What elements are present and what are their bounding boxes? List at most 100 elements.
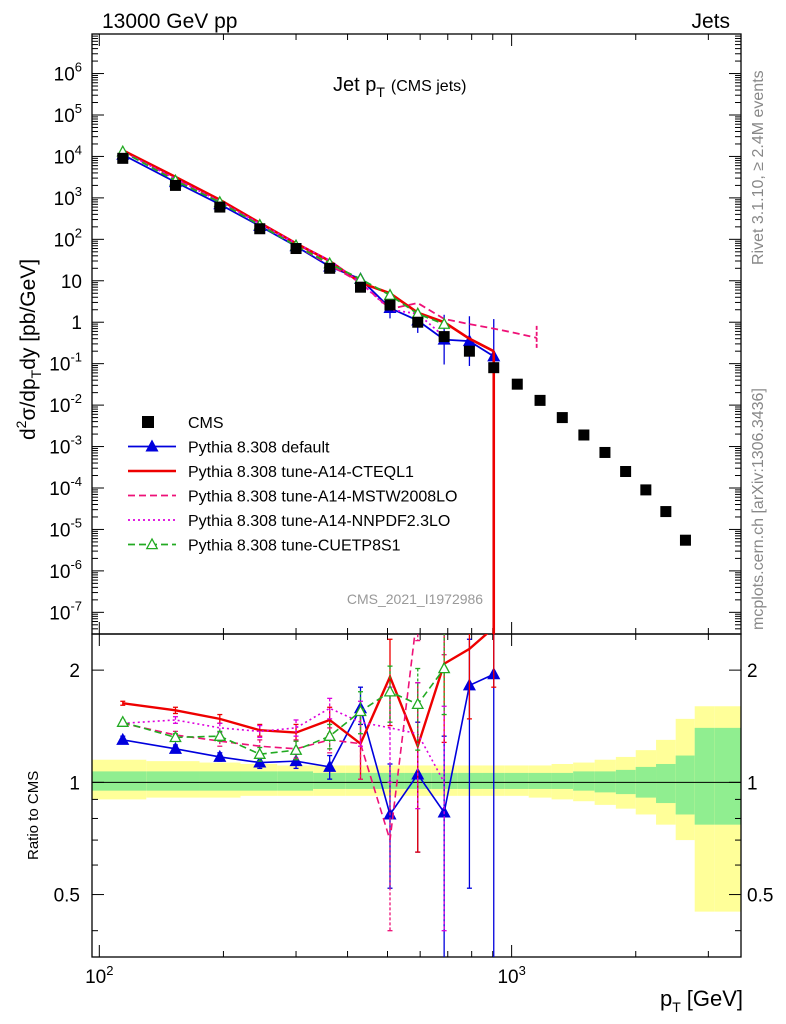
band-inner	[92, 771, 147, 791]
xlabel-unit: [GeV]	[687, 986, 743, 1011]
ratio-marker-4	[169, 730, 182, 743]
band-inner	[714, 727, 741, 825]
band-inner	[675, 755, 695, 815]
cms-marker	[169, 179, 181, 191]
x-tick-exp: 2	[106, 963, 113, 978]
legend-marker-cms	[142, 416, 154, 428]
series-marker-5	[383, 288, 397, 300]
ratio-marker-0	[213, 749, 227, 762]
ratio-line-1	[122, 634, 489, 750]
band-inner	[551, 772, 574, 789]
y-tick-base: 10	[61, 272, 82, 293]
x-tick-label: 103	[497, 963, 525, 988]
ratio-line-4	[122, 668, 445, 756]
band-inner	[573, 771, 595, 791]
legend-label-5: Pythia 8.308 tune-CUETP8S1	[188, 538, 401, 555]
y-tick-label: 105	[54, 101, 82, 127]
legend-marker-5	[145, 537, 159, 550]
band-inner	[457, 772, 483, 789]
band-inner	[504, 772, 529, 789]
band-inner	[146, 771, 200, 791]
main-title: Jet pT (CMS jets)	[333, 74, 466, 100]
cms-marker	[117, 152, 129, 164]
y-tick-label: 10-4	[49, 474, 82, 500]
band-inner	[656, 763, 676, 804]
cms-marker	[488, 362, 500, 374]
cms-marker	[660, 506, 672, 518]
ratio-marker-0	[253, 755, 267, 768]
legend-label-1: Pythia 8.308 default	[188, 440, 330, 457]
ratio-bands	[92, 706, 741, 912]
ratio-xlabel: pT [GeV]	[660, 986, 743, 1015]
x-tick-base: 10	[497, 967, 518, 988]
y-tick-base: 10	[49, 479, 70, 500]
y-tick-label: 10-1	[49, 350, 82, 376]
watermark: CMS_2021_I1972986	[347, 591, 483, 607]
y-tick-exp: -1	[70, 350, 82, 365]
y-tick-exp: -3	[70, 433, 82, 448]
legend-marker-1	[145, 439, 159, 452]
cms-marker	[290, 243, 302, 255]
ratio-frame	[91, 633, 742, 958]
ratio-marker-0	[168, 741, 183, 754]
y-tick-base: 10	[49, 355, 70, 376]
y-tick-base: 10	[49, 520, 70, 541]
y-tick-base: 10	[54, 230, 75, 251]
y-tick-label: 1	[71, 313, 82, 334]
y-tick-label: 102	[54, 225, 82, 251]
ratio-marker-0	[323, 759, 337, 772]
y-tick-label: 10	[61, 272, 82, 293]
legend-label-4: Pythia 8.308 tune-A14-NNPDF2.3LO	[188, 513, 450, 530]
series-line-5	[122, 150, 445, 325]
main-series	[116, 144, 691, 634]
y-tick-base: 10	[49, 396, 70, 417]
ratio-series	[116, 634, 501, 957]
legend-label-2: Pythia 8.308 tune-A14-CTEQL1	[188, 464, 414, 481]
ratio-ylabel: Ratio to CMS	[25, 771, 42, 860]
y-tick-exp: 2	[75, 225, 82, 240]
y-tick-base: 1	[71, 313, 82, 334]
cms-marker	[324, 262, 336, 274]
y-tick-exp: 6	[75, 60, 82, 75]
main-plot-area	[116, 144, 691, 634]
ylabel-end: dy [pb/GeV]	[17, 259, 40, 370]
main-title-text: Jet p	[333, 74, 376, 96]
ratio-marker-4	[116, 715, 130, 727]
y-tick-label: 10-7	[49, 598, 82, 624]
y-tick-exp: -5	[70, 515, 82, 530]
ratio-y-tick-label: 2	[69, 661, 80, 682]
y-tick-exp: -6	[70, 557, 82, 572]
band-inner	[277, 771, 314, 791]
ratio-line-2	[122, 634, 416, 841]
y-tick-exp: -7	[70, 598, 82, 613]
ylabel-mid: σ/dp	[17, 378, 40, 420]
y-tick-base: 10	[54, 106, 75, 127]
ratio-marker-4	[323, 729, 336, 741]
ratio-marker-4	[253, 747, 267, 759]
cms-marker	[384, 299, 396, 311]
header-right: Jets	[691, 10, 730, 33]
cms-marker	[534, 394, 546, 406]
y-tick-label: 103	[54, 184, 82, 210]
y-tick-exp: 5	[75, 101, 82, 116]
main-title-sub: T	[376, 84, 385, 100]
y-tick-label: 10-5	[49, 515, 82, 541]
ratio-plot-area	[116, 634, 501, 957]
ratio-marker-0	[116, 732, 130, 745]
band-inner	[240, 771, 278, 791]
ylabel-sub: T	[28, 369, 44, 378]
main-ylabel: d2σ/dpTdy [pb/GeV]	[13, 259, 44, 440]
legend: CMS Pythia 8.308 default Pythia 8.308 tune…	[128, 415, 457, 555]
series-line-3	[122, 150, 537, 339]
ylabel-sup: 2	[13, 420, 29, 428]
cms-marker	[578, 429, 590, 441]
cms-marker	[354, 281, 366, 293]
xlabel-sub: T	[672, 999, 681, 1015]
ratio-marker-4	[213, 729, 227, 741]
ratio-y-tick-label-right: 2	[747, 661, 758, 682]
cms-marker	[679, 534, 691, 546]
mcplots-label: mcplots.cern.ch [arXiv:1306.3436]	[750, 388, 767, 630]
ratio-marker-4	[383, 684, 397, 697]
y-tick-base: 10	[54, 147, 75, 168]
y-tick-base: 10	[49, 438, 70, 459]
